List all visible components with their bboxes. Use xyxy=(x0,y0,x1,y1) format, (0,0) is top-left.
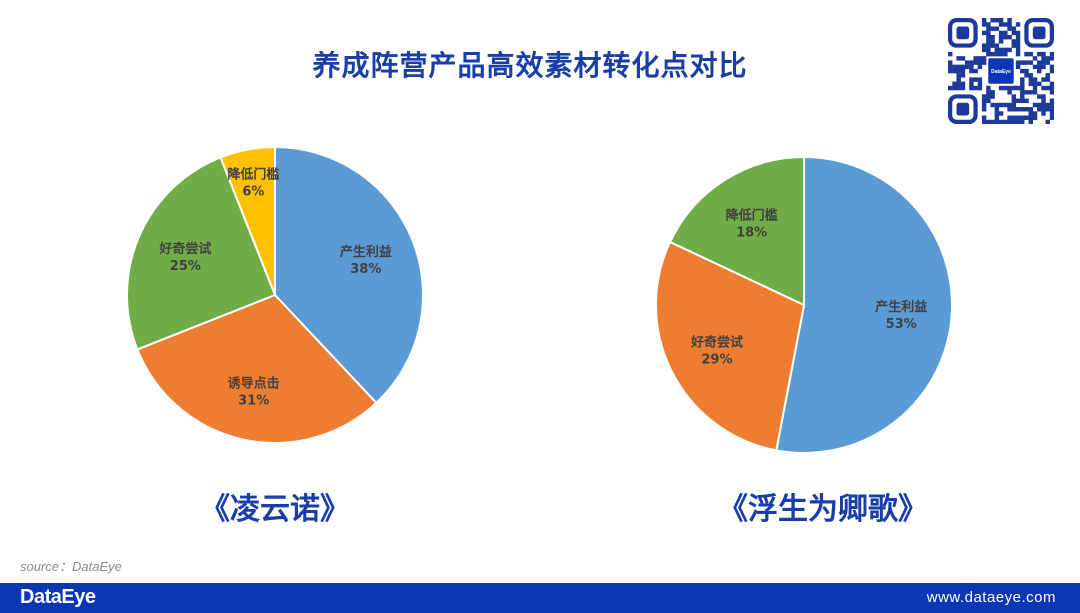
pie-slice xyxy=(655,240,806,452)
slice-label: 好奇尝试 xyxy=(690,334,743,350)
chart-title-right: 《浮生为卿歌》 xyxy=(718,492,928,527)
source-note: source：DataEye xyxy=(20,559,122,574)
slice-value-label: 38% xyxy=(350,262,381,277)
pie-slice xyxy=(775,155,953,454)
qr-code: DataEye xyxy=(948,18,1054,124)
slice-value-label: 18% xyxy=(736,226,767,241)
slice-label: 好奇尝试 xyxy=(158,241,211,257)
slice-label: 产生利益 xyxy=(875,299,927,315)
pie-slice xyxy=(668,155,805,307)
slice-value-label: 6% xyxy=(242,185,264,200)
slice-label: 降低门槛 xyxy=(726,208,778,224)
qr-logo-text: DataEye xyxy=(991,69,1011,75)
footer-url[interactable]: www.dataeye.com xyxy=(926,589,1056,606)
slice-value-label: 53% xyxy=(886,317,917,332)
slice-value-label: 25% xyxy=(170,259,201,274)
slice-label: 产生利益 xyxy=(340,244,392,260)
footer-logo: DataEye xyxy=(20,586,96,608)
page-title: 养成阵营产品高效素材转化点对比 xyxy=(312,49,748,82)
slice-value-label: 29% xyxy=(701,352,732,367)
chart-title-left: 《凌云诺》 xyxy=(200,492,350,527)
slice-label: 诱导点击 xyxy=(228,375,280,391)
pie-slice xyxy=(136,293,378,444)
pie-slice xyxy=(274,145,424,405)
qr-code-image: DataEye xyxy=(948,18,1054,124)
pie-slice xyxy=(126,156,277,351)
pie-slice xyxy=(219,145,276,296)
slice-value-label: 31% xyxy=(238,393,269,408)
footer-bar: DataEye www.dataeye.com xyxy=(0,583,1080,613)
slice-label: 降低门槛 xyxy=(227,167,279,183)
